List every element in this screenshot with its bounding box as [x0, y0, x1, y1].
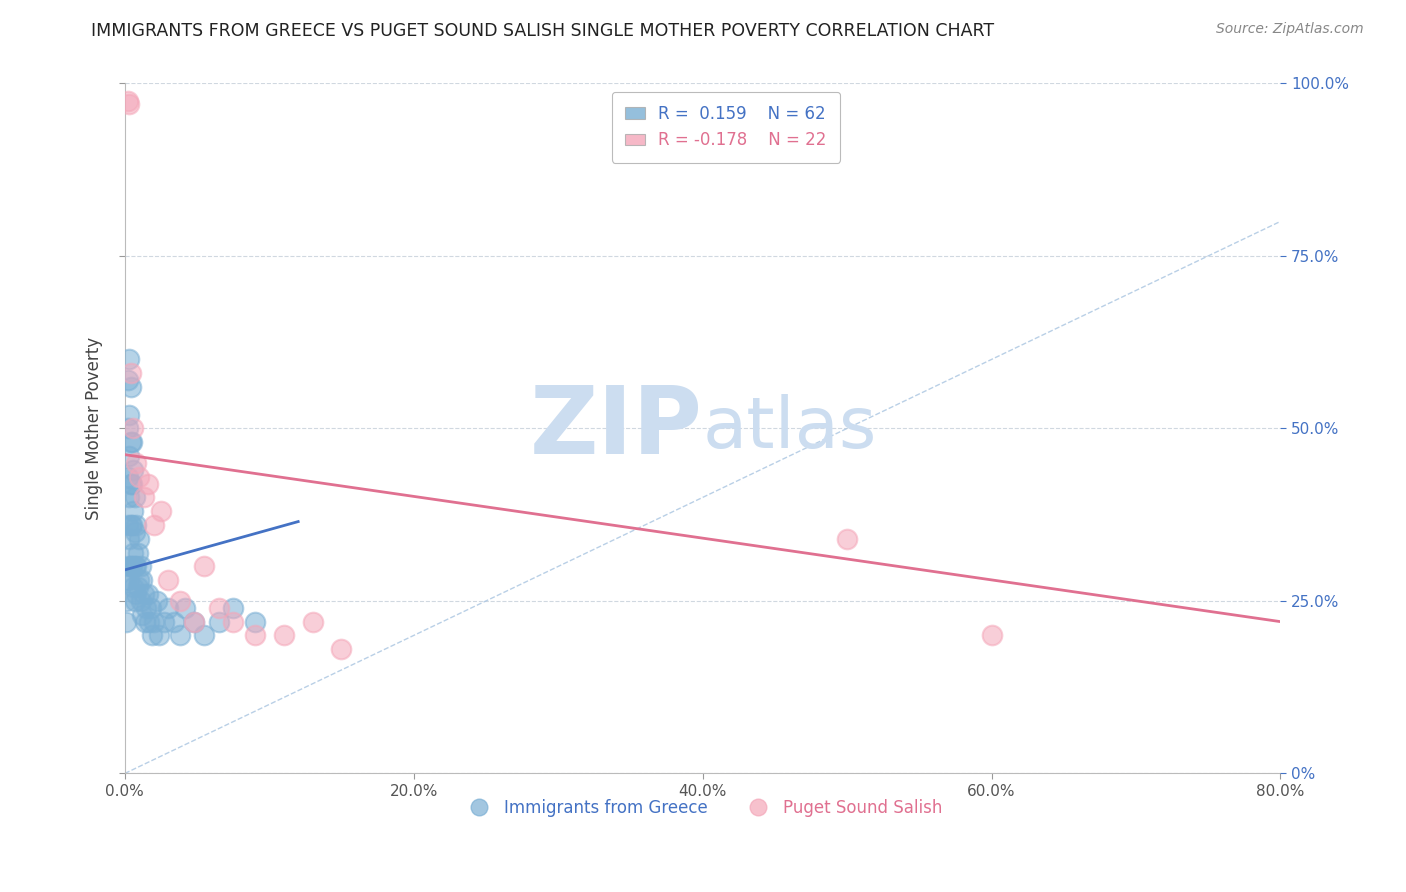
Point: [117, 373, 139, 387]
Point: [121, 559, 143, 574]
Point: [120, 476, 142, 491]
Point: [122, 463, 145, 477]
Point: [183, 615, 205, 629]
Point: [120, 559, 142, 574]
Point: [131, 573, 153, 587]
Point: [120, 435, 142, 450]
Point: [122, 504, 145, 518]
Text: atlas: atlas: [703, 394, 877, 463]
Point: [222, 615, 245, 629]
Point: [131, 607, 153, 622]
Point: [125, 518, 148, 533]
Point: [139, 600, 162, 615]
Point: [121, 476, 143, 491]
Point: [136, 476, 159, 491]
Point: [125, 587, 148, 601]
Point: [122, 421, 145, 435]
Point: [117, 94, 139, 108]
Point: [142, 615, 165, 629]
Point: [208, 600, 231, 615]
Point: [118, 97, 141, 112]
Point: [117, 469, 139, 483]
Point: [121, 435, 143, 450]
Point: [301, 615, 323, 629]
Point: [118, 532, 141, 546]
Point: [208, 615, 231, 629]
Point: [134, 615, 156, 629]
Point: [193, 628, 215, 642]
Point: [129, 559, 152, 574]
Point: [148, 628, 170, 642]
Point: [118, 352, 141, 367]
Point: [142, 518, 165, 533]
Point: [141, 628, 163, 642]
Point: [273, 628, 295, 642]
Point: [132, 587, 155, 601]
Point: [193, 559, 215, 574]
Point: [115, 594, 138, 608]
Point: [835, 532, 858, 546]
Point: [124, 491, 146, 505]
Point: [118, 449, 141, 463]
Point: [135, 600, 157, 615]
Point: [125, 559, 148, 574]
Point: [128, 469, 150, 483]
Point: [157, 573, 180, 587]
Point: [117, 559, 139, 574]
Point: [122, 580, 145, 594]
Text: IMMIGRANTS FROM GREECE VS PUGET SOUND SALISH SINGLE MOTHER POVERTY CORRELATION C: IMMIGRANTS FROM GREECE VS PUGET SOUND SA…: [91, 22, 994, 40]
Point: [136, 587, 159, 601]
Point: [127, 580, 149, 594]
Point: [120, 380, 142, 394]
Point: [115, 573, 138, 587]
Point: [118, 408, 141, 422]
Point: [980, 628, 1002, 642]
Point: [138, 615, 160, 629]
Text: Source: ZipAtlas.com: Source: ZipAtlas.com: [1216, 22, 1364, 37]
Point: [125, 456, 148, 470]
Text: ZIP: ZIP: [530, 383, 703, 475]
Point: [124, 524, 146, 539]
Point: [129, 594, 152, 608]
Point: [243, 615, 266, 629]
Legend: Immigrants from Greece, Puget Sound Salish: Immigrants from Greece, Puget Sound Sali…: [456, 792, 949, 823]
Point: [128, 532, 150, 546]
Point: [149, 504, 172, 518]
Point: [174, 600, 197, 615]
Point: [132, 491, 155, 505]
Point: [157, 600, 180, 615]
Point: [124, 594, 146, 608]
Point: [163, 615, 186, 629]
Point: [127, 546, 149, 560]
Point: [117, 518, 139, 533]
Point: [222, 600, 245, 615]
Point: [183, 615, 205, 629]
Point: [243, 628, 266, 642]
Point: [118, 573, 141, 587]
Point: [120, 366, 142, 380]
Point: [124, 559, 146, 574]
Point: [169, 628, 191, 642]
Point: [121, 518, 143, 533]
Point: [118, 491, 141, 505]
Point: [169, 594, 191, 608]
Point: [128, 573, 150, 587]
Point: [120, 518, 142, 533]
Point: [153, 615, 176, 629]
Point: [145, 594, 167, 608]
Point: [115, 615, 138, 629]
Point: [117, 421, 139, 435]
Point: [122, 546, 145, 560]
Y-axis label: Single Mother Poverty: Single Mother Poverty: [86, 337, 103, 520]
Point: [330, 642, 353, 657]
